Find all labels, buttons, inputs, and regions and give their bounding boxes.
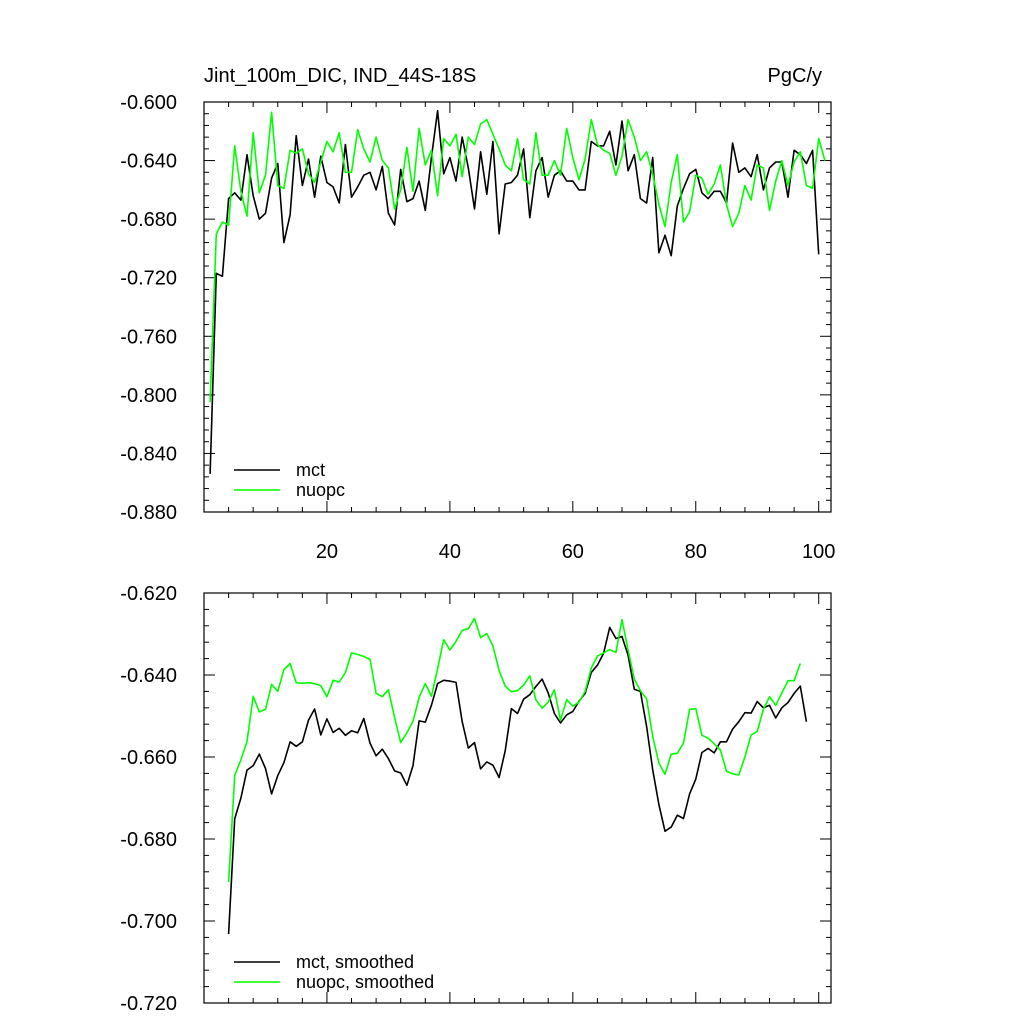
- y-tick-label: -0.700: [120, 911, 177, 933]
- y-tick-label: -0.840: [120, 443, 177, 465]
- units-label: PgC/y: [768, 65, 822, 87]
- x-tick-label: 40: [439, 541, 461, 563]
- top-chart-panel: 20 40 60 80 100 -0.600 -0.640 -0.680 -0.720 -0.76…: [120, 92, 835, 563]
- x-tick-label: 80: [685, 541, 707, 563]
- y-tick-label: -0.720: [120, 993, 177, 1015]
- series-line-nuopc: [209, 111, 826, 403]
- y-tick-label: -0.680: [120, 829, 177, 851]
- x-tick-label: 60: [562, 541, 584, 563]
- y-tick-label: -0.640: [120, 665, 177, 687]
- y-tick-label: -0.600: [120, 92, 177, 114]
- y-tick-label: -0.760: [120, 326, 177, 348]
- series-line-nuopc-smoothed: [227, 617, 802, 883]
- x-tick-label: 20: [316, 541, 338, 563]
- y-tick-label: -0.800: [120, 385, 177, 407]
- legend-label: nuopc, smoothed: [296, 972, 434, 992]
- y-tick-label: -0.880: [120, 502, 177, 524]
- chart-title: Jint_100m_DIC, IND_44S-18S: [204, 65, 476, 87]
- y-tick-label: -0.640: [120, 151, 177, 173]
- bottom-chart-panel: -0.620 -0.640 -0.660 -0.680 -0.700 -0.720 mct,…: [120, 583, 832, 1015]
- legend-label: mct: [296, 460, 325, 480]
- y-tick-label: -0.620: [120, 583, 177, 605]
- y-tick-label: -0.680: [120, 209, 177, 231]
- legend-label: nuopc: [296, 480, 345, 500]
- legend-label: mct, smoothed: [296, 952, 414, 972]
- plot-frame: [203, 101, 832, 513]
- y-tick-label: -0.660: [120, 747, 177, 769]
- plot-frame: [203, 592, 832, 1004]
- series-line-mct-smoothed: [227, 626, 808, 935]
- x-tick-label: 100: [802, 541, 835, 563]
- y-tick-label: -0.720: [120, 268, 177, 290]
- series-line-mct: [209, 110, 820, 474]
